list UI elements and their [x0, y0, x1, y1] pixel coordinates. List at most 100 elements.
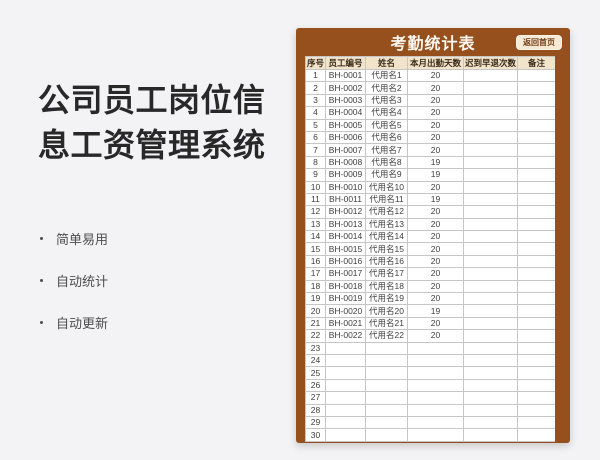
cell-late_count[interactable]: [463, 168, 518, 182]
cell-late_count[interactable]: [463, 192, 518, 207]
cell-no[interactable]: 5: [305, 118, 326, 132]
cell-days[interactable]: 19: [407, 192, 464, 207]
cell-name[interactable]: 代用名15: [365, 242, 408, 256]
cell-note[interactable]: [517, 180, 555, 194]
cell-no[interactable]: 6: [305, 130, 326, 145]
cell-days[interactable]: 20: [407, 180, 464, 194]
return-home-button[interactable]: 返回首页: [516, 35, 562, 50]
cell-days[interactable]: 20: [407, 81, 464, 95]
cell-late_count[interactable]: [463, 118, 518, 132]
cell-days[interactable]: [407, 378, 464, 393]
cell-no[interactable]: 13: [305, 217, 326, 232]
cell-days[interactable]: 20: [407, 279, 464, 294]
cell-days[interactable]: [407, 391, 464, 405]
cell-days[interactable]: 20: [407, 292, 464, 306]
cell-emp_id[interactable]: BH-0016: [325, 254, 366, 269]
cell-late_count[interactable]: [463, 242, 518, 256]
cell-note[interactable]: [517, 81, 555, 95]
cell-note[interactable]: [517, 118, 555, 132]
cell-no[interactable]: 2: [305, 81, 326, 95]
cell-note[interactable]: [517, 316, 555, 331]
cell-name[interactable]: [365, 353, 408, 368]
cell-no[interactable]: 7: [305, 143, 326, 157]
cell-name[interactable]: 代用名18: [365, 279, 408, 294]
cell-late_count[interactable]: [463, 316, 518, 331]
cell-emp_id[interactable]: [325, 366, 366, 380]
cell-name[interactable]: 代用名16: [365, 254, 408, 269]
cell-no[interactable]: 29: [305, 415, 326, 430]
cell-no[interactable]: 24: [305, 353, 326, 368]
cell-late_count[interactable]: [463, 267, 518, 281]
cell-name[interactable]: 代用名22: [365, 329, 408, 343]
cell-no[interactable]: 15: [305, 242, 326, 256]
cell-note[interactable]: [517, 279, 555, 294]
cell-name[interactable]: 代用名21: [365, 316, 408, 331]
cell-days[interactable]: [407, 403, 464, 417]
cell-no[interactable]: 14: [305, 230, 326, 244]
cell-late_count[interactable]: [463, 155, 518, 170]
cell-emp_id[interactable]: BH-0022: [325, 329, 366, 343]
cell-name[interactable]: 代用名12: [365, 205, 408, 219]
cell-days[interactable]: 20: [407, 130, 464, 145]
cell-name[interactable]: [365, 415, 408, 430]
cell-days[interactable]: [407, 415, 464, 430]
cell-emp_id[interactable]: BH-0004: [325, 106, 366, 120]
cell-late_count[interactable]: [463, 292, 518, 306]
cell-emp_id[interactable]: BH-0021: [325, 316, 366, 331]
cell-late_count[interactable]: [463, 304, 518, 318]
cell-no[interactable]: 28: [305, 403, 326, 417]
cell-days[interactable]: 20: [407, 106, 464, 120]
cell-emp_id[interactable]: [325, 415, 366, 430]
cell-late_count[interactable]: [463, 230, 518, 244]
cell-days[interactable]: 19: [407, 155, 464, 170]
cell-emp_id[interactable]: [325, 403, 366, 417]
cell-days[interactable]: 20: [407, 205, 464, 219]
cell-emp_id[interactable]: BH-0003: [325, 93, 366, 108]
cell-note[interactable]: [517, 192, 555, 207]
cell-note[interactable]: [517, 366, 555, 380]
cell-late_count[interactable]: [463, 279, 518, 294]
cell-days[interactable]: 20: [407, 329, 464, 343]
cell-days[interactable]: 20: [407, 316, 464, 331]
cell-note[interactable]: [517, 378, 555, 393]
cell-emp_id[interactable]: BH-0018: [325, 279, 366, 294]
cell-note[interactable]: [517, 230, 555, 244]
cell-emp_id[interactable]: BH-0006: [325, 130, 366, 145]
cell-note[interactable]: [517, 353, 555, 368]
cell-no[interactable]: 10: [305, 180, 326, 194]
cell-emp_id[interactable]: BH-0008: [325, 155, 366, 170]
cell-late_count[interactable]: [463, 378, 518, 393]
cell-late_count[interactable]: [463, 415, 518, 430]
cell-note[interactable]: [517, 292, 555, 306]
cell-emp_id[interactable]: BH-0010: [325, 180, 366, 194]
cell-note[interactable]: [517, 341, 555, 356]
cell-note[interactable]: [517, 93, 555, 108]
cell-days[interactable]: 20: [407, 118, 464, 132]
cell-late_count[interactable]: [463, 428, 518, 442]
cell-days[interactable]: [407, 366, 464, 380]
cell-name[interactable]: 代用名6: [365, 130, 408, 145]
cell-no[interactable]: 25: [305, 366, 326, 380]
cell-late_count[interactable]: [463, 329, 518, 343]
cell-name[interactable]: [365, 428, 408, 442]
cell-name[interactable]: 代用名17: [365, 267, 408, 281]
cell-days[interactable]: [407, 428, 464, 442]
cell-note[interactable]: [517, 391, 555, 405]
cell-days[interactable]: 20: [407, 267, 464, 281]
cell-name[interactable]: 代用名2: [365, 81, 408, 95]
cell-name[interactable]: 代用名5: [365, 118, 408, 132]
cell-emp_id[interactable]: BH-0014: [325, 230, 366, 244]
cell-name[interactable]: 代用名13: [365, 217, 408, 232]
cell-no[interactable]: 8: [305, 155, 326, 170]
cell-name[interactable]: 代用名3: [365, 93, 408, 108]
cell-late_count[interactable]: [463, 205, 518, 219]
cell-emp_id[interactable]: BH-0015: [325, 242, 366, 256]
cell-emp_id[interactable]: [325, 378, 366, 393]
cell-no[interactable]: 17: [305, 267, 326, 281]
cell-note[interactable]: [517, 415, 555, 430]
cell-no[interactable]: 21: [305, 316, 326, 331]
cell-name[interactable]: [365, 341, 408, 356]
cell-no[interactable]: 11: [305, 192, 326, 207]
cell-days[interactable]: [407, 341, 464, 356]
cell-note[interactable]: [517, 155, 555, 170]
